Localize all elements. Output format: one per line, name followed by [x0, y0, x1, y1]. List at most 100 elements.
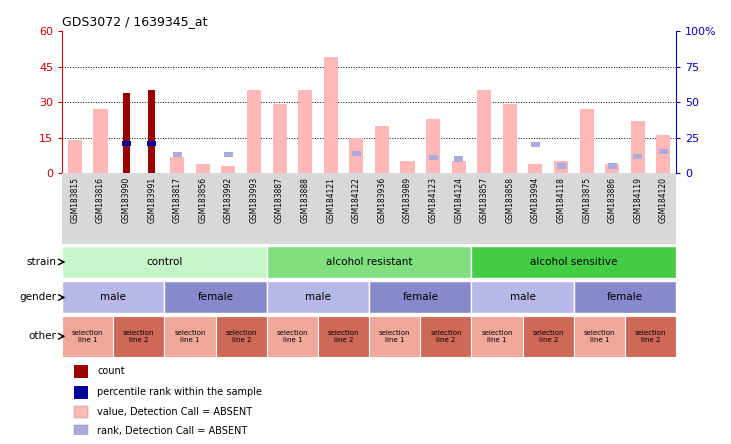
Bar	[452, 161, 466, 173]
Text: GSM184119: GSM184119	[633, 177, 643, 223]
Bar	[375, 126, 389, 173]
Text: GSM183857: GSM183857	[480, 177, 489, 223]
Bar	[401, 161, 414, 173]
Text: GSM184121: GSM184121	[326, 177, 336, 222]
Bar	[298, 90, 312, 173]
Text: percentile rank within the sample: percentile rank within the sample	[97, 387, 262, 397]
Text: male: male	[305, 293, 331, 302]
Text: alcohol resistant: alcohol resistant	[326, 257, 412, 267]
Text: selection
line 2: selection line 2	[327, 330, 360, 343]
Text: GSM184124: GSM184124	[454, 177, 463, 223]
Bar	[75, 425, 88, 437]
Text: selection
line 1: selection line 1	[379, 330, 411, 343]
Bar	[633, 154, 643, 159]
Bar	[170, 157, 184, 173]
Text: GSM183994: GSM183994	[531, 177, 540, 223]
Text: control: control	[146, 257, 183, 267]
Bar	[123, 93, 129, 173]
Bar	[529, 164, 542, 173]
Text: GSM184120: GSM184120	[659, 177, 668, 223]
Text: GSM184122: GSM184122	[352, 177, 361, 222]
Text: selection
line 2: selection line 2	[635, 330, 667, 343]
Text: GSM184118: GSM184118	[556, 177, 566, 222]
Text: female: female	[402, 293, 439, 302]
Text: GSM183886: GSM183886	[607, 177, 617, 223]
Bar	[62, 316, 113, 357]
Bar	[224, 152, 233, 157]
Bar	[352, 151, 361, 156]
Text: female: female	[607, 293, 643, 302]
Text: GSM183858: GSM183858	[505, 177, 515, 223]
Bar	[147, 141, 156, 146]
Bar	[267, 281, 369, 313]
Text: selection
line 2: selection line 2	[123, 330, 155, 343]
Bar	[580, 109, 594, 173]
Text: male: male	[100, 293, 126, 302]
Bar	[75, 365, 88, 377]
Text: value, Detection Call = ABSENT: value, Detection Call = ABSENT	[97, 407, 252, 417]
Text: selection
line 2: selection line 2	[532, 330, 564, 343]
Text: GDS3072 / 1639345_at: GDS3072 / 1639345_at	[62, 16, 208, 28]
Text: selection
line 1: selection line 1	[72, 330, 104, 343]
Bar	[164, 316, 216, 357]
Bar	[625, 316, 676, 357]
Text: GSM183992: GSM183992	[224, 177, 233, 223]
Text: GSM183817: GSM183817	[173, 177, 182, 223]
Bar	[631, 121, 645, 173]
Bar	[607, 163, 617, 169]
Bar	[556, 163, 566, 169]
Text: male: male	[510, 293, 536, 302]
Bar	[216, 316, 267, 357]
Bar	[121, 141, 131, 146]
Bar	[523, 316, 574, 357]
Text: GSM183990: GSM183990	[121, 177, 131, 223]
Bar	[318, 316, 369, 357]
Bar	[267, 316, 318, 357]
Bar	[605, 164, 619, 173]
Text: selection
line 1: selection line 1	[174, 330, 206, 343]
Text: selection
line 1: selection line 1	[583, 330, 616, 343]
Text: GSM183991: GSM183991	[147, 177, 156, 223]
Bar	[471, 246, 676, 278]
Bar	[369, 316, 420, 357]
Bar	[659, 149, 668, 155]
Bar	[471, 281, 574, 313]
Bar	[113, 316, 164, 357]
Text: GSM183936: GSM183936	[377, 177, 387, 223]
Bar	[426, 119, 440, 173]
Text: gender: gender	[19, 293, 56, 302]
Bar	[164, 281, 267, 313]
Text: rank, Detection Call = ABSENT: rank, Detection Call = ABSENT	[97, 426, 247, 436]
Bar	[471, 316, 523, 357]
Bar	[420, 316, 471, 357]
Bar	[454, 156, 463, 162]
Text: count: count	[97, 366, 125, 377]
Bar	[477, 90, 491, 173]
Text: GSM183993: GSM183993	[249, 177, 259, 223]
Bar	[247, 90, 261, 173]
Bar	[574, 316, 625, 357]
Bar	[196, 164, 210, 173]
Text: selection
line 1: selection line 1	[276, 330, 308, 343]
Bar	[273, 104, 287, 173]
Bar	[324, 57, 338, 173]
Bar	[531, 142, 540, 147]
Text: strain: strain	[26, 257, 56, 267]
Text: selection
line 2: selection line 2	[430, 330, 462, 343]
Bar	[349, 138, 363, 173]
Bar	[94, 109, 107, 173]
Bar	[428, 155, 438, 160]
Bar	[221, 166, 235, 173]
Text: GSM183887: GSM183887	[275, 177, 284, 223]
Bar	[68, 140, 82, 173]
Text: alcohol sensitive: alcohol sensitive	[530, 257, 618, 267]
Bar	[173, 152, 182, 157]
Text: GSM183989: GSM183989	[403, 177, 412, 223]
Bar	[574, 281, 676, 313]
Text: GSM183815: GSM183815	[70, 177, 80, 223]
Bar	[62, 246, 267, 278]
Bar	[148, 90, 155, 173]
Text: GSM183816: GSM183816	[96, 177, 105, 223]
Bar	[369, 281, 471, 313]
Bar	[656, 135, 670, 173]
